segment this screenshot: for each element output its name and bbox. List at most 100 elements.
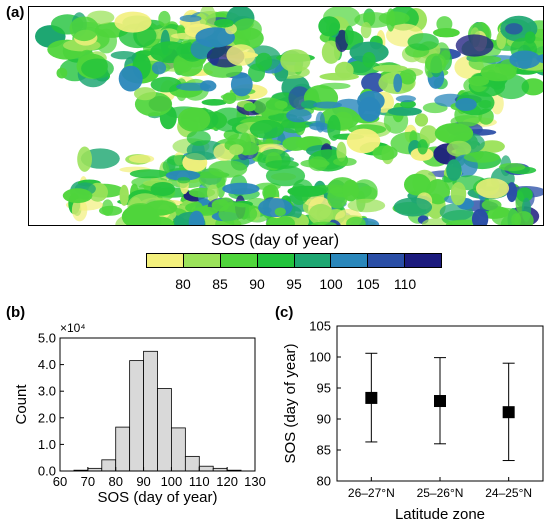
map-patch <box>475 178 510 199</box>
x-tick-label: 110 <box>189 474 210 489</box>
y-axis-label: Count <box>13 384 30 425</box>
map-patch <box>186 130 211 146</box>
map-patch <box>357 90 385 112</box>
map-patch <box>434 123 474 144</box>
legend-swatch <box>183 254 221 267</box>
map-patch <box>346 128 381 154</box>
map-patch <box>179 14 202 23</box>
map-patch <box>129 154 155 164</box>
x-tick-label: 80 <box>108 474 122 489</box>
map-patch <box>266 215 295 225</box>
legend-tick-label: 100 <box>319 276 343 292</box>
map-patch <box>372 64 408 72</box>
map-patch <box>274 207 286 217</box>
map-patch <box>419 125 438 144</box>
map-patch <box>286 108 312 123</box>
map-patch <box>229 144 244 156</box>
map-patch <box>134 87 156 101</box>
map-patch <box>321 40 341 64</box>
map-patch <box>417 139 428 155</box>
histogram-bar <box>129 360 144 472</box>
map-patch <box>372 145 398 161</box>
map-patch <box>165 170 201 181</box>
legend-swatch <box>220 254 258 267</box>
map-patch <box>308 203 334 225</box>
y-multiplier-label: ×10⁴ <box>60 321 86 335</box>
map-patch <box>433 28 460 38</box>
x-tick-label: 130 <box>244 474 266 489</box>
map-patch <box>81 58 114 79</box>
map-patch <box>214 18 234 28</box>
x-tick-label: 100 <box>161 474 183 489</box>
map-patch <box>514 211 534 225</box>
legend-tick-label: 110 <box>393 276 417 292</box>
map-patch <box>188 210 205 225</box>
map-patch <box>151 61 167 75</box>
y-tick-label: 105 <box>309 319 331 334</box>
map-patch <box>289 183 309 205</box>
legend-tick-label: 85 <box>212 276 228 292</box>
panel-label-b: (b) <box>6 304 26 321</box>
x-tick-label: 60 <box>53 474 67 489</box>
y-tick-label: 5.0 <box>38 331 56 346</box>
map-patch <box>336 141 347 162</box>
map-patch <box>319 72 360 81</box>
map-patch <box>121 204 159 225</box>
map-patch <box>118 65 143 92</box>
map-patch <box>327 114 341 141</box>
panel-label-a: (a) <box>6 4 25 21</box>
map-patch <box>150 76 182 93</box>
map-patch <box>243 102 256 112</box>
x-tick-label: 26–27°N <box>348 486 395 500</box>
map-patch <box>158 10 171 27</box>
mean-marker <box>365 391 378 404</box>
map-patch <box>56 67 68 79</box>
legend-tick-label: 105 <box>356 276 380 292</box>
map-patch <box>177 177 190 184</box>
map-patch <box>342 179 360 202</box>
map-patch <box>395 95 416 103</box>
map-patch <box>480 63 517 82</box>
map-patch <box>345 25 354 45</box>
map-patch <box>280 49 311 73</box>
map-patch <box>516 187 533 202</box>
map-patch <box>362 52 376 68</box>
plot-frame <box>59 337 256 472</box>
map-patch <box>114 11 152 33</box>
map-patch <box>407 33 439 51</box>
map-patch <box>446 159 462 181</box>
map-patch <box>232 18 262 41</box>
map-patch <box>481 199 502 211</box>
map-patch <box>479 140 505 153</box>
map-patch <box>333 157 357 167</box>
y-axis-label: SOS (day of year) <box>282 343 299 463</box>
map-patch <box>185 151 214 161</box>
map-patch <box>498 163 526 171</box>
map-patch <box>62 188 93 204</box>
map-patch <box>471 208 489 225</box>
y-tick-label: 0.0 <box>38 464 56 479</box>
legend-swatch <box>147 254 184 267</box>
map-patch <box>308 156 328 172</box>
mean-marker <box>502 406 515 419</box>
map-patch <box>150 182 176 196</box>
map-patch <box>346 216 366 225</box>
map-patch <box>490 92 504 115</box>
y-tick-label: 4.0 <box>38 357 56 372</box>
x-tick-label: 25–26°N <box>417 486 464 500</box>
map-patch <box>347 198 386 213</box>
y-tick-label: 3.0 <box>38 384 56 399</box>
y-tick-label: 90 <box>317 412 331 427</box>
mean-marker <box>434 395 446 408</box>
map-patch <box>360 22 372 39</box>
map-patch <box>509 50 541 69</box>
map-patch <box>393 197 433 217</box>
map-patch <box>404 173 431 196</box>
y-tick-label: 1.0 <box>38 437 56 452</box>
y-tick-label: 95 <box>317 381 331 396</box>
x-tick-label: 24–25°N <box>485 486 532 500</box>
map-patch <box>318 16 341 37</box>
legend-tick-label: 90 <box>249 276 265 292</box>
histogram-chart: 60 70 80 90 100 110 120 130 0.0 1.0 2.0 3.0 4.0 5.0 ×1… <box>13 321 266 506</box>
map-patch <box>455 98 477 111</box>
